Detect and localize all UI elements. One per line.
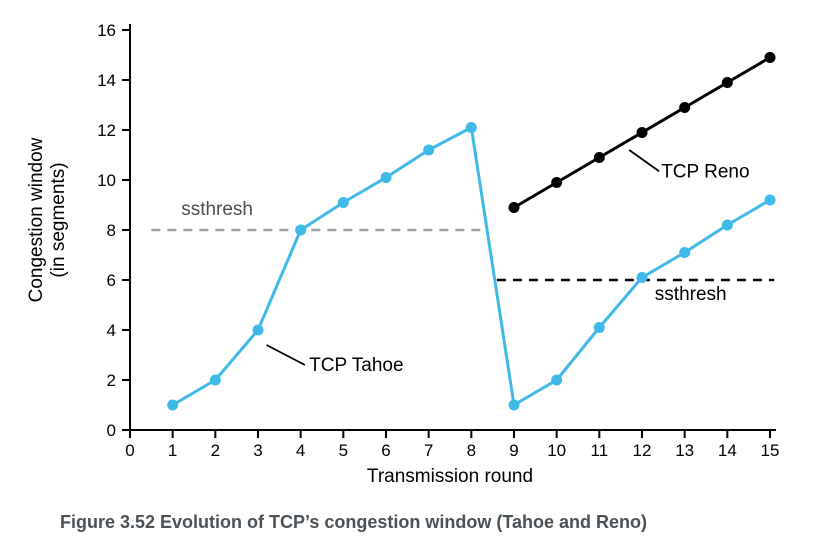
tcp-congestion-chart: 01234567891011121314150246810121416Trans… — [0, 0, 826, 548]
y-tick-label: 8 — [107, 221, 116, 240]
tahoe-point — [167, 400, 178, 411]
figure-caption: Figure 3.52 Evolution of TCP’s congestio… — [60, 512, 647, 532]
y-axis-label-1: Congestion window — [26, 137, 47, 302]
tahoe-point — [253, 325, 264, 336]
reno-point — [509, 202, 520, 213]
x-tick-label: 12 — [633, 441, 652, 460]
y-tick-label: 2 — [107, 371, 116, 390]
reno-point — [637, 127, 648, 138]
y-tick-label: 12 — [97, 121, 116, 140]
y-tick-label: 16 — [97, 21, 116, 40]
x-tick-label: 0 — [125, 441, 134, 460]
x-tick-label: 1 — [168, 441, 177, 460]
x-tick-label: 4 — [296, 441, 305, 460]
y-tick-label: 10 — [97, 171, 116, 190]
tahoe-label: TCP Tahoe — [309, 355, 403, 376]
tahoe-point — [509, 400, 520, 411]
tahoe-point — [594, 322, 605, 333]
reno-point — [765, 52, 776, 63]
x-tick-label: 15 — [761, 441, 780, 460]
x-tick-label: 13 — [675, 441, 694, 460]
x-tick-label: 6 — [381, 441, 390, 460]
reno-point — [594, 152, 605, 163]
x-tick-label: 9 — [509, 441, 518, 460]
tahoe-point — [381, 172, 392, 183]
tahoe-point — [637, 272, 648, 283]
x-tick-label: 5 — [339, 441, 348, 460]
x-tick-label: 3 — [253, 441, 262, 460]
x-axis-label: Transmission round — [367, 466, 533, 487]
ssthresh1-label: ssthresh — [181, 199, 253, 220]
tahoe-point — [466, 122, 477, 133]
reno-point — [722, 77, 733, 88]
y-axis-label-2: (in segments) — [48, 162, 69, 277]
reno-point — [551, 177, 562, 188]
y-tick-label: 14 — [97, 71, 116, 90]
tahoe-point — [338, 197, 349, 208]
tahoe-point — [765, 195, 776, 206]
x-tick-label: 8 — [467, 441, 476, 460]
x-tick-label: 7 — [424, 441, 433, 460]
x-tick-label: 11 — [591, 441, 609, 460]
tahoe-point — [551, 375, 562, 386]
tahoe-point — [423, 145, 434, 156]
reno-point — [679, 102, 690, 113]
y-tick-label: 0 — [107, 421, 116, 440]
tahoe-point — [295, 225, 306, 236]
tahoe-point — [210, 375, 221, 386]
x-tick-label: 2 — [211, 441, 220, 460]
tahoe-point — [679, 247, 690, 258]
y-tick-label: 6 — [107, 271, 116, 290]
ssthresh2-label: ssthresh — [655, 284, 727, 305]
tahoe-point — [722, 220, 733, 231]
x-tick-label: 10 — [547, 441, 566, 460]
x-tick-label: 14 — [718, 441, 737, 460]
reno-label: TCP Reno — [661, 161, 749, 182]
y-tick-label: 4 — [107, 321, 116, 340]
